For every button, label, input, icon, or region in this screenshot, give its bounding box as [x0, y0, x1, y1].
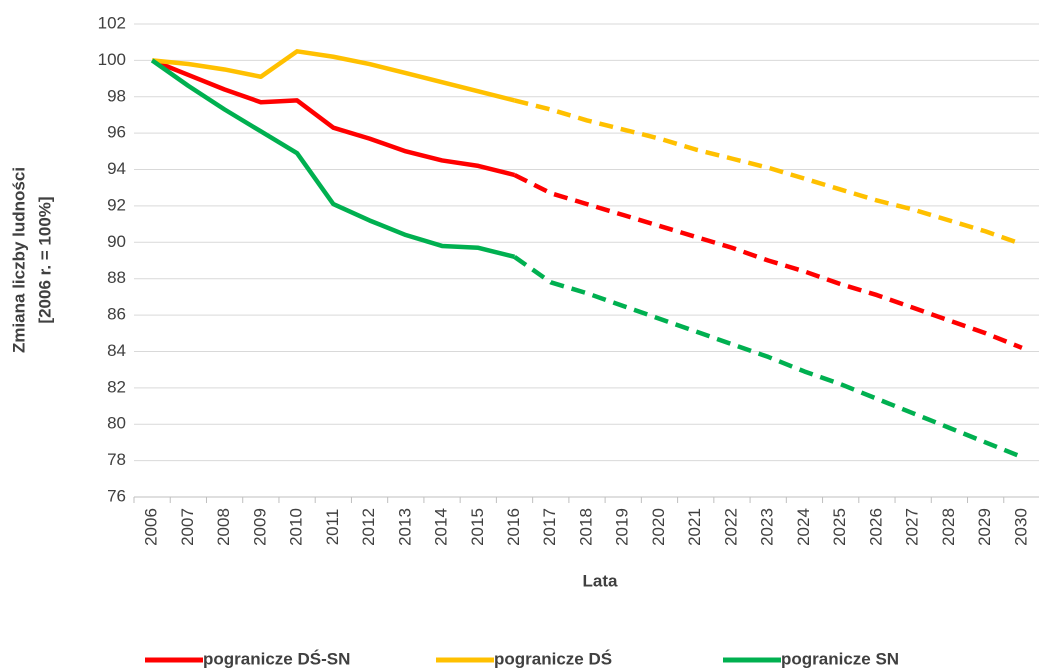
y-tick-label: 78	[107, 450, 126, 469]
series-line	[150, 58, 516, 260]
x-tick-label: 2020	[649, 508, 668, 546]
series-line	[513, 98, 1023, 247]
x-tick-label: 2013	[395, 508, 414, 546]
x-axis-title: Lata	[583, 571, 619, 590]
y-tick-label: 90	[107, 232, 126, 251]
x-tick-label: 2024	[794, 508, 813, 546]
y-tick-label: 98	[107, 86, 126, 105]
x-tick-label: 2008	[214, 508, 233, 546]
x-tick-label: 2023	[758, 508, 777, 546]
x-tick-label: 2012	[359, 508, 378, 546]
legend-label: pogranicze DŚ	[494, 649, 612, 668]
x-tick-label: 2019	[613, 508, 632, 546]
x-tick-label: 2009	[250, 508, 269, 546]
series-line	[513, 172, 1023, 350]
x-tick-label: 2026	[866, 508, 885, 546]
y-axis-title: [2006 r. = 100%]	[35, 196, 54, 323]
y-tick-label: 102	[98, 13, 126, 32]
x-tick-label: 2030	[1011, 508, 1030, 546]
x-tick-label: 2014	[432, 508, 451, 546]
x-tick-label: 2017	[540, 508, 559, 546]
y-tick-label: 76	[107, 486, 126, 505]
x-tick-label: 2011	[323, 509, 342, 546]
x-tick-label: 2021	[685, 508, 704, 546]
x-tick-label: 2010	[287, 508, 306, 546]
x-tick-label: 2022	[721, 508, 740, 546]
x-tick-label: 2029	[975, 508, 994, 546]
y-tick-label: 94	[107, 159, 126, 178]
series-line	[151, 58, 516, 178]
x-tick-label: 2016	[504, 508, 523, 546]
y-tick-label: 80	[107, 414, 126, 433]
y-tick-label: 86	[107, 305, 126, 324]
series-line	[151, 49, 516, 103]
series-line	[513, 255, 1023, 460]
x-tick-label: 2006	[142, 508, 161, 546]
y-tick-label: 100	[98, 50, 126, 69]
y-tick-label: 88	[107, 268, 126, 287]
legend-label: pogranicze SN	[781, 649, 899, 668]
y-tick-label: 84	[107, 341, 126, 360]
y-tick-label: 92	[107, 195, 126, 214]
x-tick-label: 2027	[903, 508, 922, 546]
y-tick-label: 96	[107, 123, 126, 142]
y-axis-title: Zmiana liczby ludności	[9, 167, 28, 353]
legend-label: pogranicze DŚ-SN	[203, 649, 350, 668]
x-tick-label: 2025	[830, 508, 849, 546]
x-tick-label: 2015	[468, 508, 487, 546]
x-tick-label: 2028	[939, 508, 958, 546]
y-tick-label: 82	[107, 377, 126, 396]
x-tick-label: 2018	[576, 508, 595, 546]
x-tick-label: 2007	[178, 508, 197, 546]
